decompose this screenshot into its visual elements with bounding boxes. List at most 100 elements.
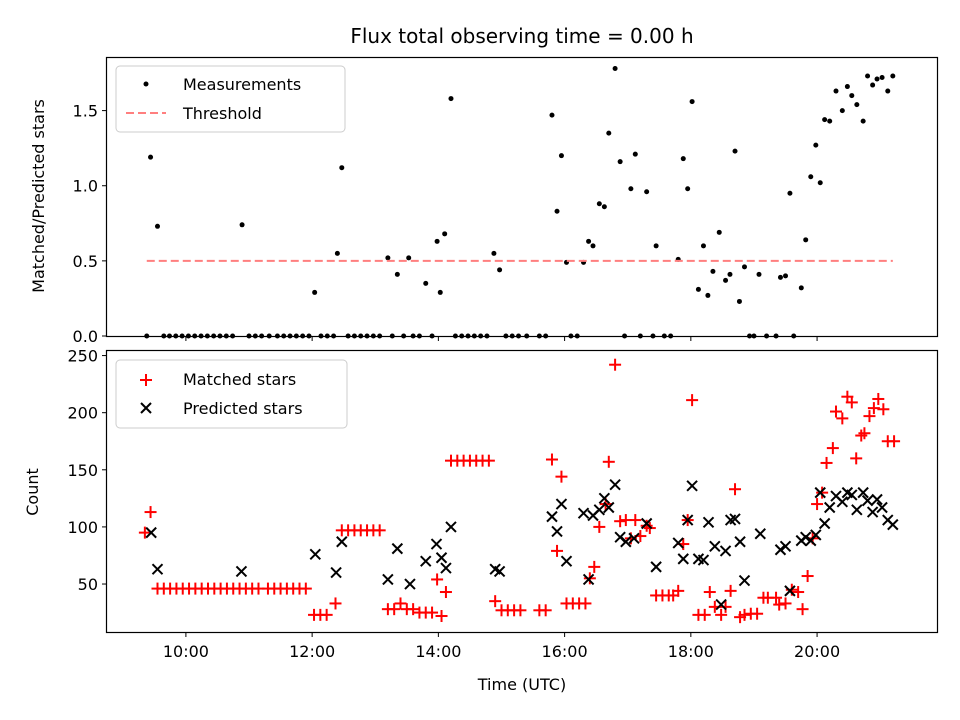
ratio-panel: Flux total observing time = 0.00 h Match…	[29, 24, 939, 346]
measurement-point	[736, 298, 742, 304]
matched-stars-point	[545, 453, 558, 466]
measurement-point	[808, 174, 814, 180]
measurement-point	[334, 250, 340, 256]
measurement-point	[596, 201, 602, 207]
measurement-point	[732, 148, 738, 154]
x-tick-label: 18:00	[668, 642, 714, 661]
matched-stars-point	[672, 584, 685, 597]
y-axis-label-count: Count	[23, 468, 42, 516]
predicted-stars-point	[382, 573, 394, 586]
matched-stars-point	[796, 603, 809, 616]
measurement-point	[827, 118, 833, 124]
measurement-point	[628, 186, 634, 192]
matched-stars-point	[439, 586, 452, 599]
predicted-stars-point	[672, 537, 684, 549]
measurement-point	[606, 130, 612, 136]
legend-label-matched: Matched stars	[183, 370, 296, 389]
measurement-point	[680, 156, 686, 162]
matched-stars-point	[724, 584, 737, 597]
measurement-point	[890, 73, 896, 79]
y-tick-label: 50	[78, 575, 98, 594]
measurement-point	[385, 255, 391, 261]
matched-stars-point	[555, 470, 568, 483]
measurement-point	[870, 82, 876, 88]
predicted-stars-point	[887, 518, 899, 531]
predicted-stars-point	[686, 480, 698, 492]
y-tick-label: 250	[67, 347, 98, 366]
matched-stars-point	[435, 610, 448, 623]
matched-stars-point	[738, 608, 751, 621]
predicted-stars-point	[784, 585, 796, 597]
measurement-point	[710, 268, 716, 274]
matched-stars-point	[811, 498, 824, 511]
predicted-stars-point	[440, 562, 452, 574]
measurement-point	[339, 165, 345, 171]
predicted-stars-point	[738, 574, 751, 587]
measurement-point	[822, 117, 828, 123]
measurement-point	[685, 186, 691, 192]
measurement-point	[689, 99, 695, 105]
chart-title: Flux total observing time = 0.00 h	[350, 24, 693, 48]
predicted-stars-point	[582, 573, 595, 586]
matched-stars-point	[373, 524, 386, 537]
predicted-stars-point	[493, 565, 506, 578]
measurement-point	[312, 289, 318, 295]
matched-stars-point	[329, 597, 342, 610]
measurement-point	[434, 238, 440, 244]
measurement-point	[700, 243, 706, 249]
measurement-point	[787, 190, 793, 196]
predicted-stars-point	[151, 563, 164, 575]
y-tick-label: 1.0	[73, 177, 98, 196]
predicted-stars-point	[640, 517, 653, 530]
ratio-panel-frame	[105, 56, 939, 338]
measurement-point	[833, 88, 839, 94]
predicted-stars-point	[391, 542, 404, 555]
predicted-stars-point	[861, 494, 874, 507]
predicted-stars-point	[734, 536, 746, 548]
matched-stars-point	[850, 452, 863, 465]
predicted-stars-point	[546, 510, 558, 523]
matched-stars-point	[703, 586, 716, 599]
measurement-point	[442, 231, 448, 237]
predicted-stars-point	[336, 536, 348, 548]
y-tick-label: 150	[67, 461, 98, 480]
measurement-point	[756, 271, 762, 277]
matched-stars-point	[144, 506, 157, 519]
matched-stars-point	[820, 456, 833, 469]
x-tick-label: 14:00	[415, 642, 461, 661]
measurement-point	[586, 238, 592, 244]
x-axis-label: Time (UTC)	[477, 675, 566, 694]
predicted-stars-point	[681, 514, 694, 526]
predicted-stars-point	[823, 501, 836, 514]
predicted-stars-point	[709, 540, 721, 553]
count-panel-frame	[105, 349, 939, 634]
x-tick-label: 16:00	[542, 642, 588, 661]
measurement-point	[813, 142, 819, 148]
measurement-point	[406, 255, 412, 261]
matched-stars-point	[888, 435, 901, 448]
measurement-point	[839, 108, 845, 114]
matched-stars-point	[872, 392, 885, 405]
matched-stars-point	[320, 608, 333, 621]
predicted-stars-point	[866, 506, 879, 518]
matched-stars-point	[816, 486, 829, 499]
predicted-stars-point	[719, 545, 732, 557]
predicted-stars-point	[697, 554, 710, 566]
matched-stars-point	[719, 600, 732, 613]
measurement-point	[695, 286, 701, 292]
measurement-point	[497, 267, 503, 273]
y-tick-label: 100	[67, 518, 98, 537]
count-legend: Matched stars Predicted stars	[115, 359, 348, 429]
predicted-stars-point	[871, 493, 883, 506]
measurement-point	[865, 73, 871, 79]
matched-stars-point	[388, 603, 401, 616]
legend-marker-measurements	[143, 81, 149, 87]
predicted-stars-point	[729, 513, 741, 525]
matched-stars-point	[482, 454, 495, 467]
matched-stars-point	[877, 403, 890, 416]
measurement-point	[777, 274, 783, 280]
measurement-point	[844, 84, 850, 90]
measurement-point	[239, 222, 245, 228]
measurement-point	[601, 204, 607, 210]
predicted-stars-point	[628, 532, 640, 545]
